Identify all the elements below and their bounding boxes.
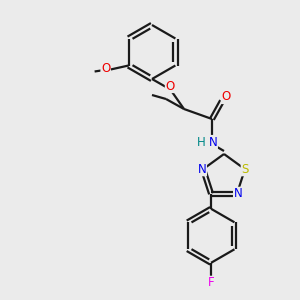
Text: S: S [241, 163, 249, 176]
Text: O: O [165, 80, 175, 92]
Text: N: N [208, 136, 217, 148]
Text: N: N [198, 163, 206, 176]
Text: O: O [221, 91, 231, 103]
Text: N: N [234, 187, 242, 200]
Text: O: O [101, 62, 110, 75]
Text: H: H [196, 136, 206, 148]
Text: F: F [208, 276, 214, 289]
